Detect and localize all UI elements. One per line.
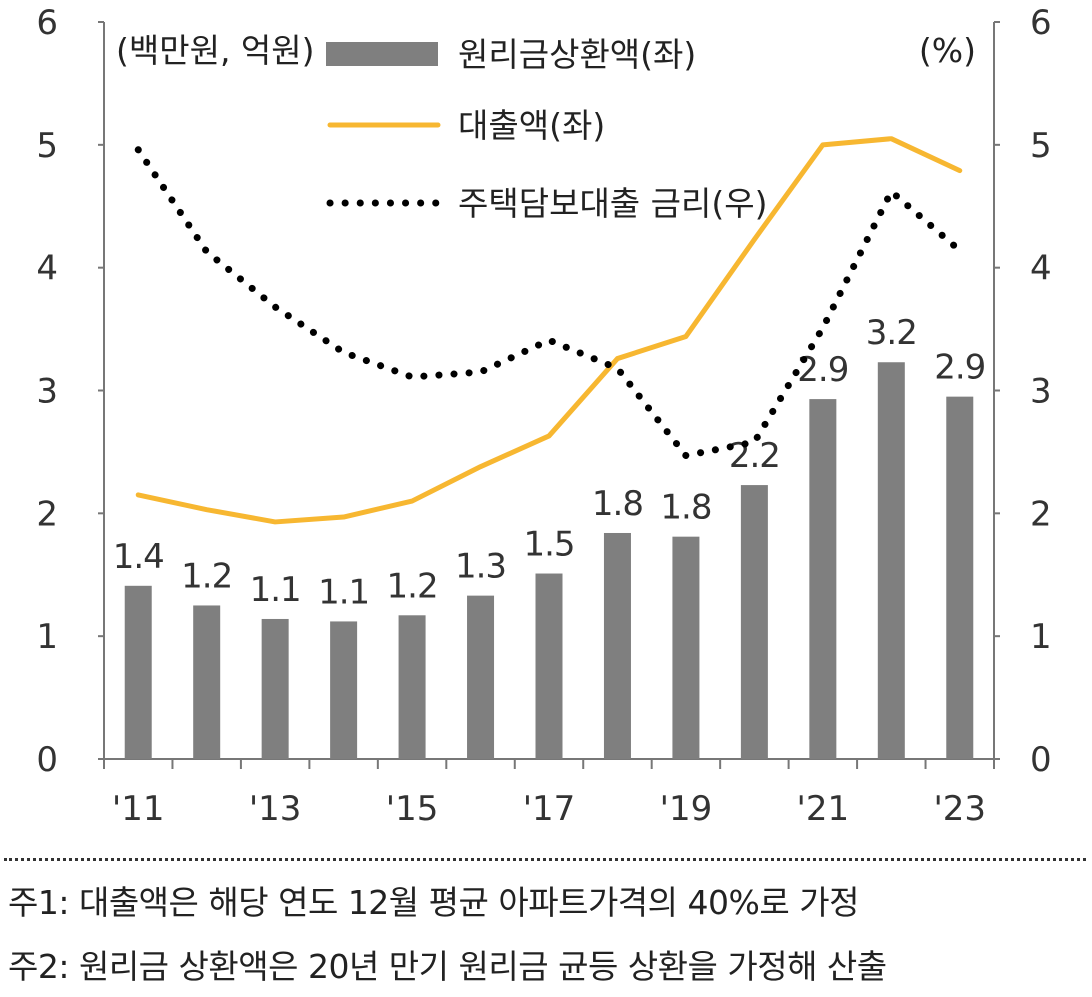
bar-data-label: 3.2 — [866, 313, 917, 353]
bar-data-label: 1.5 — [523, 525, 574, 565]
bar-data-label: 2.9 — [934, 348, 985, 388]
bar-data-label: 1.1 — [250, 570, 301, 610]
mortgage-rate-line-series — [134, 146, 964, 460]
axis-units: (백만원, 억원) (%) — [116, 31, 976, 70]
bar — [672, 536, 700, 759]
footnote-1: 주1: 대출액은 해당 연도 12월 평균 아파트가격의 40%로 가정 — [8, 883, 859, 922]
bar-data-labels: 1.4 1.2 1.1 1.1 1.2 1.3 1.5 1.8 1.8 2.2 2.9 3.2 2.9 — [113, 313, 987, 612]
right-tick-label: 4 — [1030, 249, 1052, 289]
bar-series — [124, 362, 974, 759]
bar-data-label: 1.1 — [318, 572, 369, 612]
x-tick-label: '11 — [112, 789, 165, 829]
bar — [467, 595, 495, 759]
x-tick-label: '19 — [660, 789, 713, 829]
x-axis: '11 '13 '15 '17 '19 '21 '23 — [103, 758, 995, 829]
left-y-axis: 0 1 2 3 4 5 6 — [36, 3, 105, 780]
x-tick-label: '21 — [797, 789, 850, 829]
right-tick-label: 3 — [1030, 372, 1052, 412]
bar — [124, 585, 152, 759]
left-tick-label: 5 — [36, 126, 58, 166]
left-tick-label: 6 — [36, 3, 58, 43]
footnote-2: 주2: 원리금 상환액은 20년 만기 원리금 균등 상환을 가정해 산출 — [8, 947, 887, 986]
bar — [740, 485, 768, 759]
bar-data-label: 1.8 — [660, 488, 711, 528]
right-tick-label: 1 — [1030, 617, 1052, 657]
bar — [193, 605, 221, 759]
dotted-divider — [4, 858, 1086, 861]
bar — [535, 573, 563, 759]
bar — [261, 618, 289, 759]
left-axis-unit: (백만원, 억원) — [116, 31, 315, 70]
legend-label-bar: 원리금상환액(좌) — [458, 35, 696, 74]
bar-data-label: 1.8 — [592, 484, 643, 524]
bar — [877, 362, 905, 759]
right-tick-label: 6 — [1030, 3, 1052, 43]
bar-data-label: 1.4 — [113, 537, 164, 577]
legend-swatch-bar — [326, 42, 438, 66]
left-tick-label: 1 — [36, 617, 58, 657]
loan-amount-line-series — [135, 136, 963, 525]
bar-data-label: 1.3 — [455, 547, 506, 587]
x-tick-label: '17 — [523, 789, 576, 829]
bar — [398, 615, 426, 759]
chart: 0 1 2 3 4 5 6 0 1 2 3 4 5 6 '11 '13 '15 '17 '19 '21 '23 1.… — [36, 3, 1052, 829]
right-y-axis: 0 1 2 3 4 5 6 — [993, 3, 1052, 780]
x-tick-label: '15 — [386, 789, 439, 829]
loan-amount-line — [135, 136, 963, 525]
bar-data-label: 1.2 — [181, 556, 232, 596]
bar — [809, 399, 837, 759]
left-tick-label: 0 — [36, 740, 58, 780]
right-tick-label: 0 — [1030, 740, 1052, 780]
bar-data-label: 2.2 — [729, 436, 780, 476]
mortgage-rate-line — [134, 146, 964, 460]
legend-label-rate: 주택담보대출 금리(우) — [458, 184, 767, 223]
right-axis-unit: (%) — [919, 31, 976, 70]
bar — [330, 621, 358, 759]
right-tick-label: 5 — [1030, 126, 1052, 166]
legend-label-loan: 대출액(좌) — [458, 106, 605, 145]
bar — [603, 532, 631, 759]
bar-data-label: 2.9 — [797, 350, 848, 390]
x-tick-label: '13 — [249, 789, 302, 829]
right-tick-label: 2 — [1030, 494, 1052, 534]
bar — [946, 396, 974, 759]
legend: 원리금상환액(좌) 대출액(좌) 주택담보대출 금리(우) — [326, 35, 767, 223]
left-tick-label: 3 — [36, 372, 58, 412]
x-tick-label: '23 — [933, 789, 986, 829]
left-tick-label: 4 — [36, 249, 58, 289]
bar-data-label: 1.2 — [387, 566, 438, 606]
left-tick-label: 2 — [36, 494, 58, 534]
